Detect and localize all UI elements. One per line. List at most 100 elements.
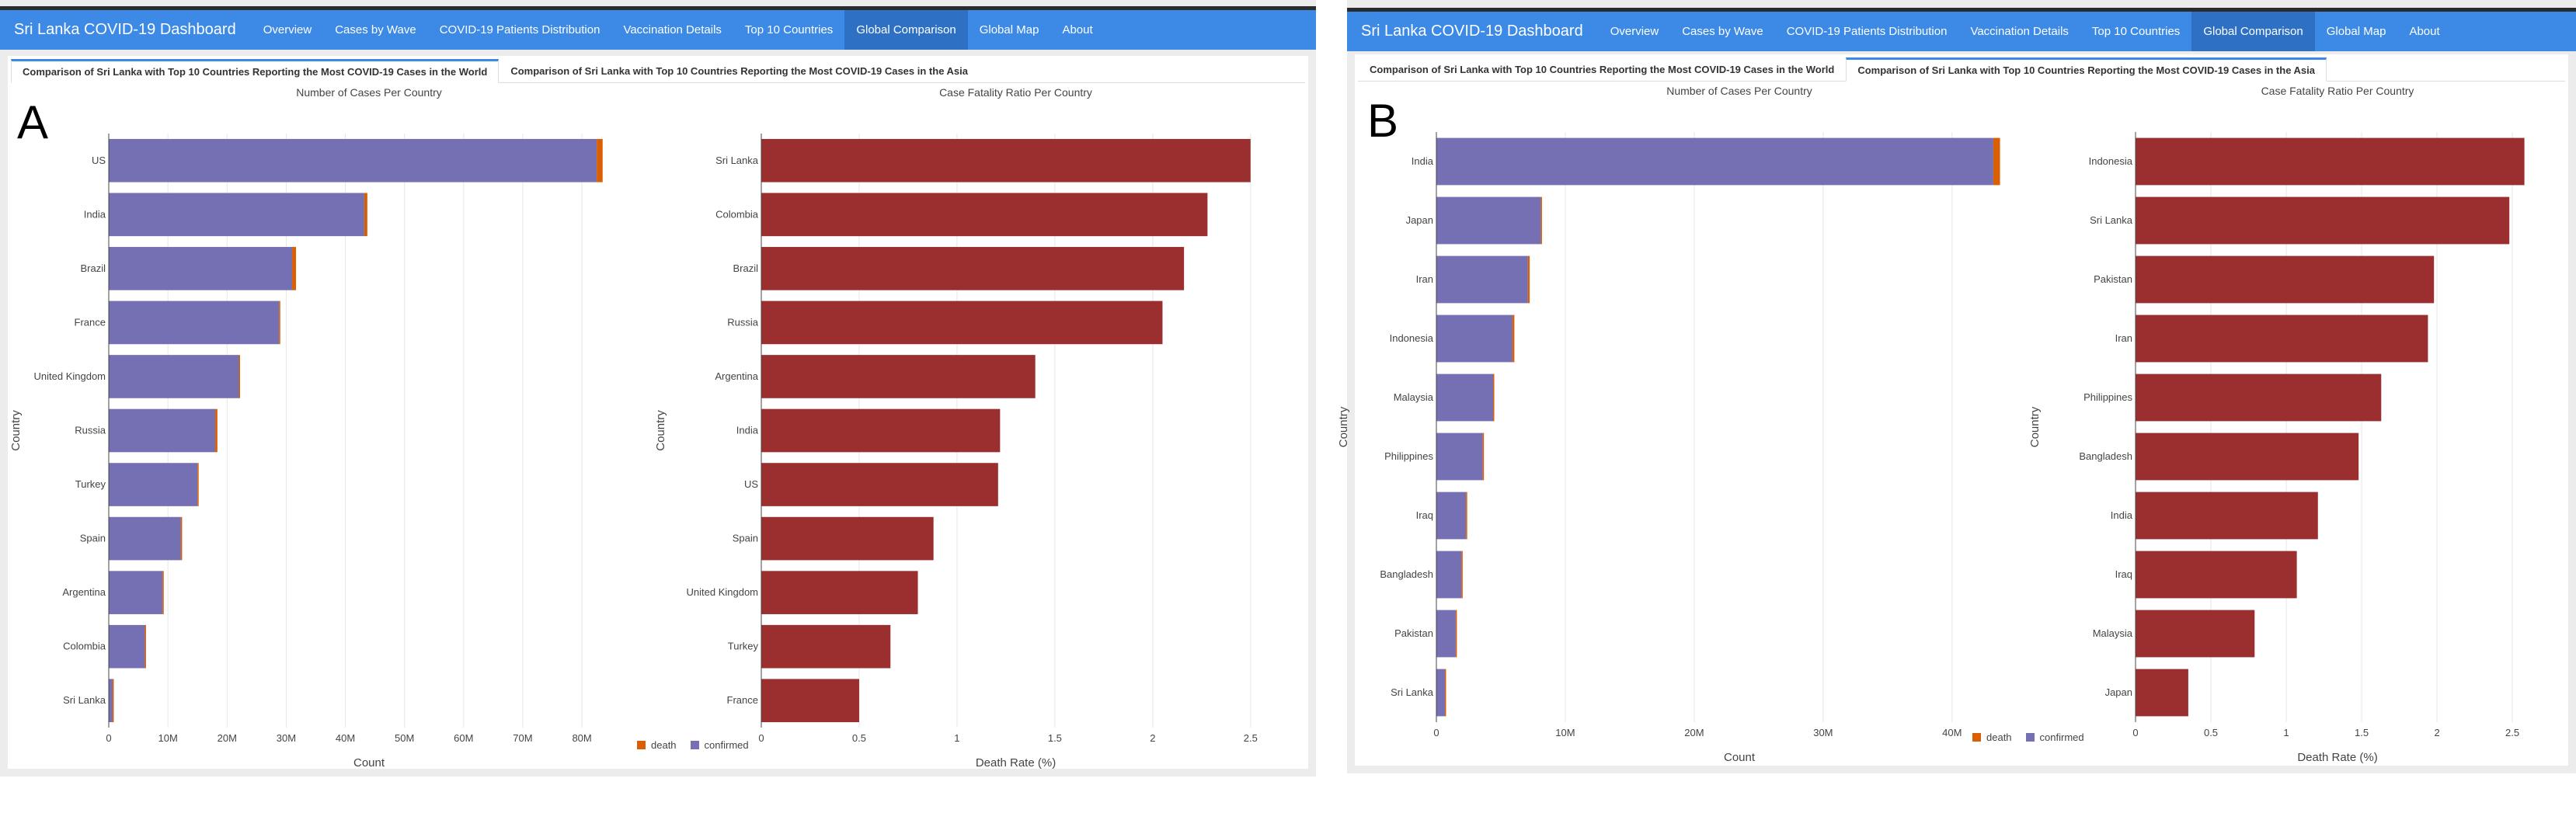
bar-confirmed-sri-lanka[interactable] [1436,669,1445,717]
x-tick-label: 0 [2132,727,2138,738]
bar-cfr-us[interactable] [761,463,998,506]
app-title[interactable]: Sri Lanka COVID-19 Dashboard [1361,23,1583,40]
bar-death-turkey[interactable] [197,463,199,506]
tab-world-comparison[interactable]: Comparison of Sri Lanka with Top 10 Coun… [1370,64,1835,75]
bar-confirmed-sri-lanka[interactable] [109,679,113,723]
nav-vaccination-details[interactable]: Vaccination Details [1970,25,2069,38]
legend-item-confirmed[interactable]: confirmed [690,739,749,751]
y-tick-label: Sri Lanka [1391,686,1434,698]
bar-confirmed-philippines[interactable] [1436,433,1483,481]
x-axis-label: Count [1724,751,1756,764]
bar-confirmed-india[interactable] [1436,137,1993,186]
bar-cfr-pakistan[interactable] [2136,255,2435,304]
bar-confirmed-malaysia[interactable] [1436,373,1494,422]
bar-death-philippines[interactable] [1482,433,1485,481]
bar-confirmed-argentina[interactable] [109,571,163,614]
nav-overview[interactable]: Overview [1610,25,1659,38]
bar-death-bangladesh[interactable] [1461,551,1463,599]
y-tick-label: France [75,316,106,328]
nav-covid-19-patients-distribution[interactable]: COVID-19 Patients Distribution [439,23,600,36]
nav-about[interactable]: About [2409,25,2440,38]
bar-confirmed-russia[interactable] [109,408,216,453]
nav-top-10-countries[interactable]: Top 10 Countries [2091,25,2181,38]
bar-confirmed-iran[interactable] [1436,255,1528,304]
bar-confirmed-turkey[interactable] [109,463,198,506]
bar-confirmed-indonesia[interactable] [1436,314,1513,363]
nav-cases-by-wave[interactable]: Cases by Wave [335,23,416,36]
bar-death-malaysia[interactable] [1493,373,1495,422]
bar-cfr-iraq[interactable] [2136,551,2297,599]
nav-overview[interactable]: Overview [263,23,312,36]
bar-death-indonesia[interactable] [1512,314,1515,363]
bar-cfr-iran[interactable] [2136,314,2428,363]
legend-item-confirmed[interactable]: confirmed [2025,731,2084,743]
bar-confirmed-france[interactable] [109,301,280,345]
bar-death-india[interactable] [364,193,367,237]
x-tick-label: 10M [158,732,177,744]
bar-death-sri-lanka[interactable] [1444,669,1446,717]
bar-cfr-sri-lanka[interactable] [761,138,1251,182]
bar-cfr-bangladesh[interactable] [2136,433,2359,481]
bar-death-japan[interactable] [1540,196,1542,245]
bar-cfr-malaysia[interactable] [2136,610,2255,658]
legend-item-death[interactable]: death [637,739,677,751]
bar-confirmed-japan[interactable] [1436,196,1541,245]
bar-cfr-brazil[interactable] [761,247,1185,290]
bar-cfr-argentina[interactable] [761,355,1036,398]
bar-death-united-kingdom[interactable] [238,355,241,398]
bar-cfr-colombia[interactable] [761,193,1208,237]
nav-top-10-countries[interactable]: Top 10 Countries [744,23,834,36]
x-tick-label: 1.5 [1048,732,1062,744]
nav-cases-by-wave[interactable]: Cases by Wave [1682,25,1763,38]
app-title[interactable]: Sri Lanka COVID-19 Dashboard [14,21,236,38]
bar-cfr-russia[interactable] [761,301,1163,345]
bar-confirmed-brazil[interactable] [109,247,293,290]
bar-death-sri-lanka[interactable] [112,679,114,723]
nav-about[interactable]: About [1062,23,1093,36]
bar-death-france[interactable] [279,301,280,345]
nav-global-map[interactable]: Global Map [2326,25,2386,38]
bar-cfr-indonesia[interactable] [2136,137,2525,186]
tab-asia-comparison[interactable]: Comparison of Sri Lanka with Top 10 Coun… [510,65,969,77]
nav-global-comparison[interactable]: Global Comparison [844,10,968,50]
legend-item-death[interactable]: death [1972,731,2012,743]
tab-asia-comparison[interactable]: Comparison of Sri Lanka with Top 10 Coun… [1846,57,2327,82]
bar-confirmed-us[interactable] [109,138,597,182]
bar-cfr-sri-lanka[interactable] [2136,196,2510,245]
bar-death-pakistan[interactable] [1455,610,1457,658]
bar-cfr-turkey[interactable] [761,624,891,669]
bar-death-brazil[interactable] [292,247,297,290]
navbar: Sri Lanka COVID-19 Dashboard Overview Cas… [0,6,1316,50]
bar-confirmed-spain[interactable] [109,516,181,561]
bar-cfr-spain[interactable] [761,516,934,561]
bar-confirmed-colombia[interactable] [109,624,145,669]
y-tick-label: Colombia [715,208,759,220]
legend-swatch [1972,733,1981,742]
nav-global-map[interactable]: Global Map [979,23,1039,36]
tab-world-comparison[interactable]: Comparison of Sri Lanka with Top 10 Coun… [11,59,500,83]
bar-confirmed-iraq[interactable] [1436,492,1467,540]
bar-cfr-india[interactable] [761,408,1001,453]
bar-cfr-france[interactable] [761,679,859,723]
bar-death-us[interactable] [597,138,603,182]
bar-cfr-japan[interactable] [2136,669,2188,717]
bar-death-iran[interactable] [1527,255,1530,304]
nav-global-comparison[interactable]: Global Comparison [2191,12,2315,51]
bar-death-russia[interactable] [215,408,218,453]
bar-death-india[interactable] [1993,137,2000,186]
bar-death-colombia[interactable] [144,624,146,669]
chart-title: Case Fatality Ratio Per Country [2261,85,2414,97]
y-tick-label: Sri Lanka [715,155,759,166]
bar-confirmed-india[interactable] [109,193,364,237]
nav-vaccination-details[interactable]: Vaccination Details [623,23,722,36]
bar-cfr-united-kingdom[interactable] [761,571,918,614]
bar-death-argentina[interactable] [162,571,164,614]
bar-cfr-india[interactable] [2136,492,2318,540]
bar-death-iraq[interactable] [1466,492,1467,540]
bar-confirmed-pakistan[interactable] [1436,610,1456,658]
bar-confirmed-bangladesh[interactable] [1436,551,1462,599]
nav-covid-19-patients-distribution[interactable]: COVID-19 Patients Distribution [1786,25,1948,38]
bar-death-spain[interactable] [180,516,183,561]
bar-cfr-philippines[interactable] [2136,373,2382,422]
bar-confirmed-united-kingdom[interactable] [109,355,239,398]
